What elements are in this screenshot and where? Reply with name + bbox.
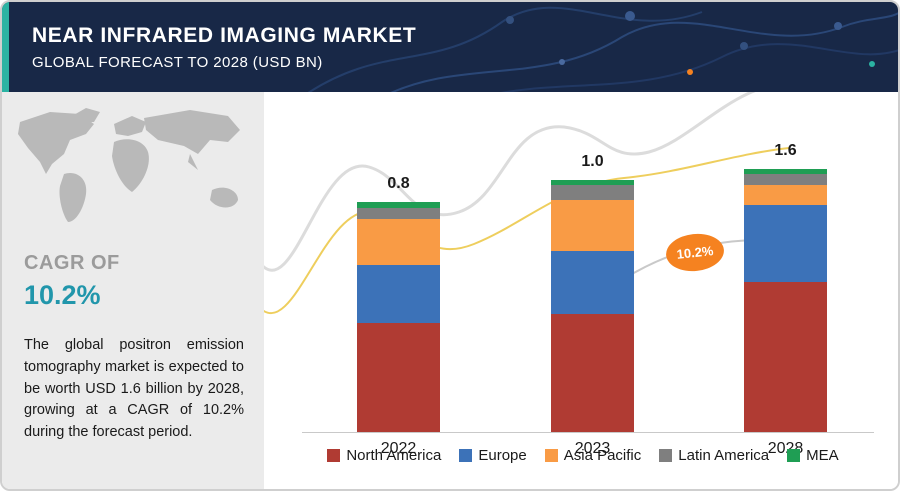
page-title: NEAR INFRARED IMAGING MARKET xyxy=(32,24,417,47)
bar-segment-latin-america xyxy=(357,207,440,220)
bar-column-2028 xyxy=(744,169,827,432)
x-axis-label-2022: 2022 xyxy=(380,440,417,457)
header-accent-bar xyxy=(2,2,9,92)
bar-segment-europe xyxy=(357,265,440,323)
bar-segment-mea xyxy=(551,180,634,186)
legend-swatch xyxy=(327,449,341,462)
legend-item-mea: MEA xyxy=(787,447,839,464)
bar-column-2023 xyxy=(551,180,634,432)
legend-item-asia-pacific: Asia Pacific xyxy=(544,447,642,464)
bar-segment-europe xyxy=(744,205,827,283)
x-axis xyxy=(302,432,874,433)
legend-label: Latin America xyxy=(678,447,770,464)
bar-total-label: 1.6 xyxy=(774,142,797,159)
legend-swatch xyxy=(459,449,473,462)
header-network-decoration xyxy=(307,6,898,92)
legend: North America Europe Asia Pacific Latin Ame… xyxy=(264,447,898,464)
bar-segment-asia-pacific xyxy=(551,200,634,251)
legend-swatch xyxy=(544,449,558,462)
page-subtitle: GLOBAL FORECAST TO 2028 (USD BN) xyxy=(32,54,323,71)
legend-swatch xyxy=(787,449,801,462)
legend-label: MEA xyxy=(806,447,839,464)
bar-segment-europe xyxy=(551,250,634,314)
legend-item-europe: Europe xyxy=(459,447,527,464)
legend-item-latin-america: Latin America xyxy=(659,447,769,464)
bar-segment-north-america xyxy=(744,282,827,432)
bar-segment-asia-pacific xyxy=(357,219,440,266)
x-axis-label-2023: 2023 xyxy=(574,440,611,457)
bar-segment-asia-pacific xyxy=(744,185,827,206)
decorative-waves xyxy=(264,92,790,315)
sidebar: CAGR OF 10.2% The global positron emissi… xyxy=(2,92,264,489)
world-map xyxy=(18,108,240,222)
legend-label: North America xyxy=(346,447,442,464)
cagr-value: 10.2% xyxy=(24,280,101,310)
bar-segment-mea xyxy=(357,202,440,208)
market-description: The global positron emission tomography … xyxy=(24,337,244,440)
cagr-label: CAGR OF xyxy=(24,252,120,274)
bar-segment-latin-america xyxy=(744,173,827,186)
legend-swatch xyxy=(659,449,673,462)
legend-label: Europe xyxy=(478,447,527,464)
bar-total-label: 1.0 xyxy=(581,153,604,170)
legend-label: Asia Pacific xyxy=(563,447,642,464)
bar-total-label: 0.8 xyxy=(387,175,410,192)
bar-segment-mea xyxy=(744,169,827,174)
bar-segment-north-america xyxy=(551,313,634,432)
bar-segment-latin-america xyxy=(551,185,634,201)
header: NEAR INFRARED IMAGING MARKET GLOBAL FORE… xyxy=(2,2,898,92)
legend-item-north-america: North America xyxy=(327,447,441,464)
bar-column-2022 xyxy=(357,202,440,432)
bar-segment-north-america xyxy=(357,322,440,432)
chart-area: 0.8 2022 1.0 2023 1.6 2028 10.2% North Americ… xyxy=(264,92,898,489)
